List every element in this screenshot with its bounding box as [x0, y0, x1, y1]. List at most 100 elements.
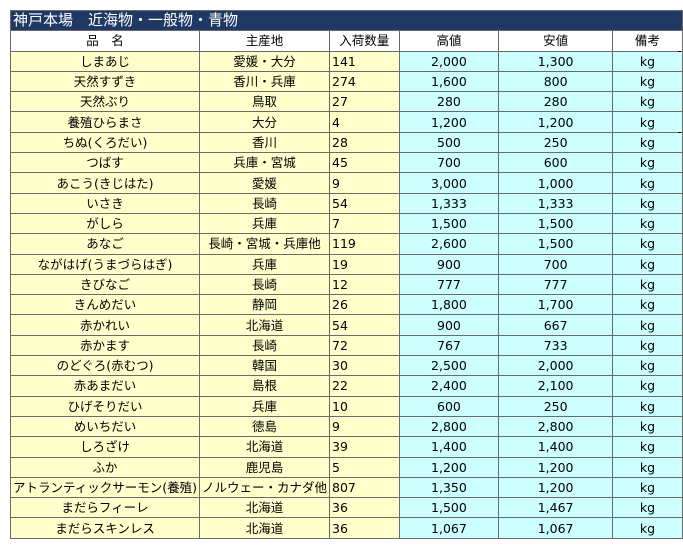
high-price-cell: 2,600	[398, 233, 500, 255]
quantity-cell: 807	[329, 476, 400, 499]
note-cell: kg	[611, 91, 683, 113]
high-price-cell: 1,800	[398, 294, 500, 316]
note-cell: kg	[611, 212, 683, 235]
quantity-cell: 141	[329, 50, 400, 72]
quantity-cell: 19	[329, 253, 400, 275]
sheet-edge-mark	[678, 132, 681, 133]
low-price-cell: 1,700	[498, 294, 613, 316]
note-cell: kg	[611, 415, 683, 438]
fish-name-cell: のどぐろ(赤むつ)	[9, 355, 201, 377]
origin-cell: 兵庫	[199, 395, 331, 417]
quantity-cell: 36	[329, 517, 400, 539]
quantity-cell: 10	[329, 395, 400, 417]
table-row: 赤かれい 北海道 54 900 667 kg	[9, 314, 683, 336]
note-cell: kg	[611, 314, 683, 336]
fish-name-cell: 赤かます	[9, 334, 201, 357]
note-cell: kg	[611, 131, 683, 154]
low-price-cell: 2,000	[498, 355, 613, 377]
note-cell: kg	[611, 497, 683, 519]
origin-cell: 島根	[199, 375, 331, 397]
origin-cell: 香川・兵庫	[199, 70, 331, 93]
header-origin: 主産地	[199, 30, 331, 52]
table-row: 赤あまだい 島根 22 2,400 2,100 kg	[9, 375, 683, 397]
quantity-cell: 5	[329, 456, 400, 478]
origin-cell: 兵庫	[199, 212, 331, 235]
table-row: しまあじ 愛媛・大分 141 2,000 1,300 kg	[9, 50, 683, 72]
high-price-cell: 900	[398, 253, 500, 275]
fish-name-cell: ながはげ(うまづらはぎ)	[9, 253, 201, 275]
high-price-cell: 777	[398, 273, 500, 296]
fish-name-cell: 天然すずき	[9, 70, 201, 93]
note-cell: kg	[611, 172, 683, 194]
fish-name-cell: ちぬ(くろだい)	[9, 131, 201, 154]
table-row: まだらスキンレス 北海道 36 1,067 1,067 kg	[9, 517, 683, 539]
low-price-cell: 777	[498, 273, 613, 296]
origin-cell: 静岡	[199, 294, 331, 316]
fish-name-cell: 赤かれい	[9, 314, 201, 336]
low-price-cell: 1,400	[498, 436, 613, 458]
table-row: 天然すずき 香川・兵庫 274 1,600 800 kg	[9, 70, 683, 93]
low-price-cell: 280	[498, 91, 613, 113]
table-row: いさき 長崎 54 1,333 1,333 kg	[9, 192, 683, 214]
note-cell: kg	[611, 395, 683, 417]
low-price-cell: 1,333	[498, 192, 613, 214]
high-price-cell: 2,400	[398, 375, 500, 397]
origin-cell: 鳥取	[199, 91, 331, 113]
low-price-cell: 700	[498, 253, 613, 275]
note-cell: kg	[611, 70, 683, 93]
header-quantity: 入荷数量	[329, 30, 400, 52]
quantity-cell: 9	[329, 415, 400, 438]
low-price-cell: 733	[498, 334, 613, 357]
table-row: のどぐろ(赤むつ) 韓国 30 2,500 2,000 kg	[9, 355, 683, 377]
fish-name-cell: 養殖ひらまさ	[9, 111, 201, 133]
origin-cell: ノルウェー・カナダ他	[199, 476, 331, 499]
quantity-cell: 12	[329, 273, 400, 296]
origin-cell: 徳島	[199, 415, 331, 438]
table-row: あこう(きじはた) 愛媛 9 3,000 1,000 kg	[9, 172, 683, 194]
quantity-cell: 274	[329, 70, 400, 93]
origin-cell: 長崎・宮城・兵庫他	[199, 233, 331, 255]
table-row: あなご 長崎・宮城・兵庫他 119 2,600 1,500 kg	[9, 233, 683, 255]
low-price-cell: 1,000	[498, 172, 613, 194]
high-price-cell: 280	[398, 91, 500, 113]
fish-name-cell: 天然ぶり	[9, 91, 201, 113]
quantity-cell: 4	[329, 111, 400, 133]
origin-cell: 香川	[199, 131, 331, 154]
low-price-cell: 2,100	[498, 375, 613, 397]
low-price-cell: 1,200	[498, 456, 613, 478]
quantity-cell: 39	[329, 436, 400, 458]
table-row: 養殖ひらまさ 大分 4 1,200 1,200 kg	[9, 111, 683, 133]
note-cell: kg	[611, 456, 683, 478]
high-price-cell: 3,000	[398, 172, 500, 194]
low-price-cell: 250	[498, 395, 613, 417]
quantity-cell: 54	[329, 192, 400, 214]
origin-cell: 北海道	[199, 497, 331, 519]
high-price-cell: 2,000	[398, 50, 500, 72]
table-row: 赤かます 長崎 72 767 733 kg	[9, 334, 683, 357]
origin-cell: 大分	[199, 111, 331, 133]
quantity-cell: 30	[329, 355, 400, 377]
note-cell: kg	[611, 476, 683, 499]
quantity-cell: 28	[329, 131, 400, 154]
note-cell: kg	[611, 253, 683, 275]
origin-cell: 長崎	[199, 334, 331, 357]
quantity-cell: 27	[329, 91, 400, 113]
note-cell: kg	[611, 111, 683, 133]
low-price-cell: 1,300	[498, 50, 613, 72]
fish-name-cell: しまあじ	[9, 50, 201, 72]
origin-cell: 愛媛・大分	[199, 50, 331, 72]
low-price-cell: 1,467	[498, 497, 613, 519]
note-cell: kg	[611, 152, 683, 174]
quantity-cell: 22	[329, 375, 400, 397]
note-cell: kg	[611, 334, 683, 357]
high-price-cell: 1,500	[398, 212, 500, 235]
origin-cell: 長崎	[199, 273, 331, 296]
table-row: 天然ぶり 鳥取 27 280 280 kg	[9, 91, 683, 113]
note-cell: kg	[611, 355, 683, 377]
header-row: 品 名 主産地 入荷数量 高値 安値 備考	[9, 30, 683, 52]
origin-cell: 愛媛	[199, 172, 331, 194]
header-name: 品 名	[9, 30, 201, 52]
low-price-cell: 1,067	[498, 517, 613, 539]
fish-name-cell: きびなご	[9, 273, 201, 296]
fish-name-cell: あこう(きじはた)	[9, 172, 201, 194]
